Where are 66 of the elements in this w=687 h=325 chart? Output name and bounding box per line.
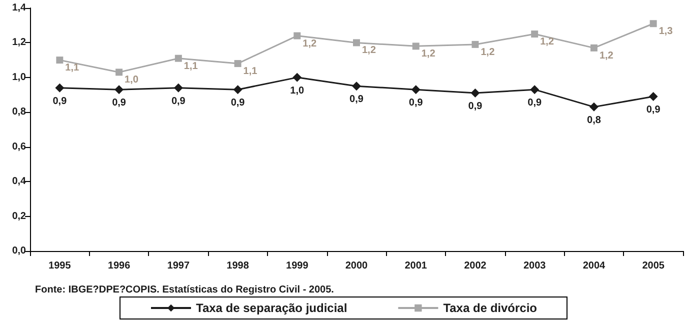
x-tick-label: 1998: [226, 260, 250, 272]
legend-label: Taxa de separação judicial: [196, 301, 348, 315]
x-tick-label: 2005: [642, 260, 665, 272]
point: [650, 20, 657, 28]
data-label: 0,9: [528, 98, 542, 109]
data-label: 1,3: [658, 26, 674, 38]
point: [648, 92, 658, 102]
data-label: 0,9: [350, 94, 364, 106]
point: [55, 83, 64, 92]
y-tick-label: 0,0: [12, 246, 26, 256]
data-label: 0,9: [171, 96, 186, 107]
y-tick-label: 1,4: [12, 2, 26, 14]
point: [234, 60, 242, 68]
data-label: 1,2: [599, 50, 614, 62]
y-tick-label: 1,0: [12, 72, 26, 83]
point: [353, 39, 360, 46]
x-tick-label: 2000: [345, 260, 368, 272]
data-label: 1,0: [124, 74, 139, 86]
data-label: 0,9: [52, 96, 68, 107]
x-tick-label: 2002: [464, 260, 487, 272]
x-tick-label: 2004: [582, 260, 606, 272]
point: [530, 85, 540, 94]
data-label: 1,1: [243, 66, 258, 78]
point: [352, 82, 361, 91]
data-label: 0,9: [646, 104, 661, 116]
data-label: 1,1: [184, 60, 198, 72]
data-label: 0,8: [587, 114, 602, 126]
y-tick-label: 0,4: [12, 176, 26, 188]
data-label: 1,1: [65, 62, 80, 74]
y-tick-label: 0,2: [12, 210, 26, 222]
data-label: 1,0: [290, 85, 305, 96]
data-label: 1,2: [540, 36, 554, 48]
data-label: 1,2: [362, 45, 376, 56]
source-note: Fonte: IBGE?DPE?COPIS. Estatísticas do Registro Civil - 2005.: [35, 284, 334, 296]
x-tick-label: 2003: [523, 260, 546, 272]
point: [470, 88, 480, 98]
x-tick-label: 1999: [286, 260, 309, 272]
x-tick-label: 1996: [108, 260, 131, 272]
point: [233, 85, 242, 94]
point: [114, 85, 124, 94]
point: [292, 72, 302, 82]
data-label: 1,2: [421, 48, 436, 60]
point: [56, 56, 64, 64]
point: [174, 54, 182, 62]
y-tick-label: 0,6: [12, 141, 26, 152]
y-tick-label: 0,8: [12, 106, 26, 118]
point: [531, 30, 538, 38]
x-tick-label: 1995: [48, 260, 72, 272]
point: [412, 42, 420, 50]
data-label: 0,9: [230, 98, 246, 109]
x-tick-label: 2001: [404, 260, 428, 272]
data-label: 1,2: [480, 46, 496, 58]
point: [116, 68, 123, 76]
point: [589, 102, 598, 112]
data-label: 0,9: [112, 98, 126, 109]
data-label: 0,9: [408, 98, 424, 109]
y-tick-label: 1,2: [12, 37, 26, 48]
point: [294, 32, 301, 40]
data-label: 0,9: [468, 101, 483, 112]
x-tick-label: 1997: [167, 260, 190, 272]
point: [411, 85, 420, 94]
data-label: 1,2: [302, 38, 317, 50]
legend-label: Taxa de divórcio: [443, 301, 537, 315]
point: [174, 83, 183, 92]
point: [590, 44, 598, 52]
point: [472, 40, 479, 48]
